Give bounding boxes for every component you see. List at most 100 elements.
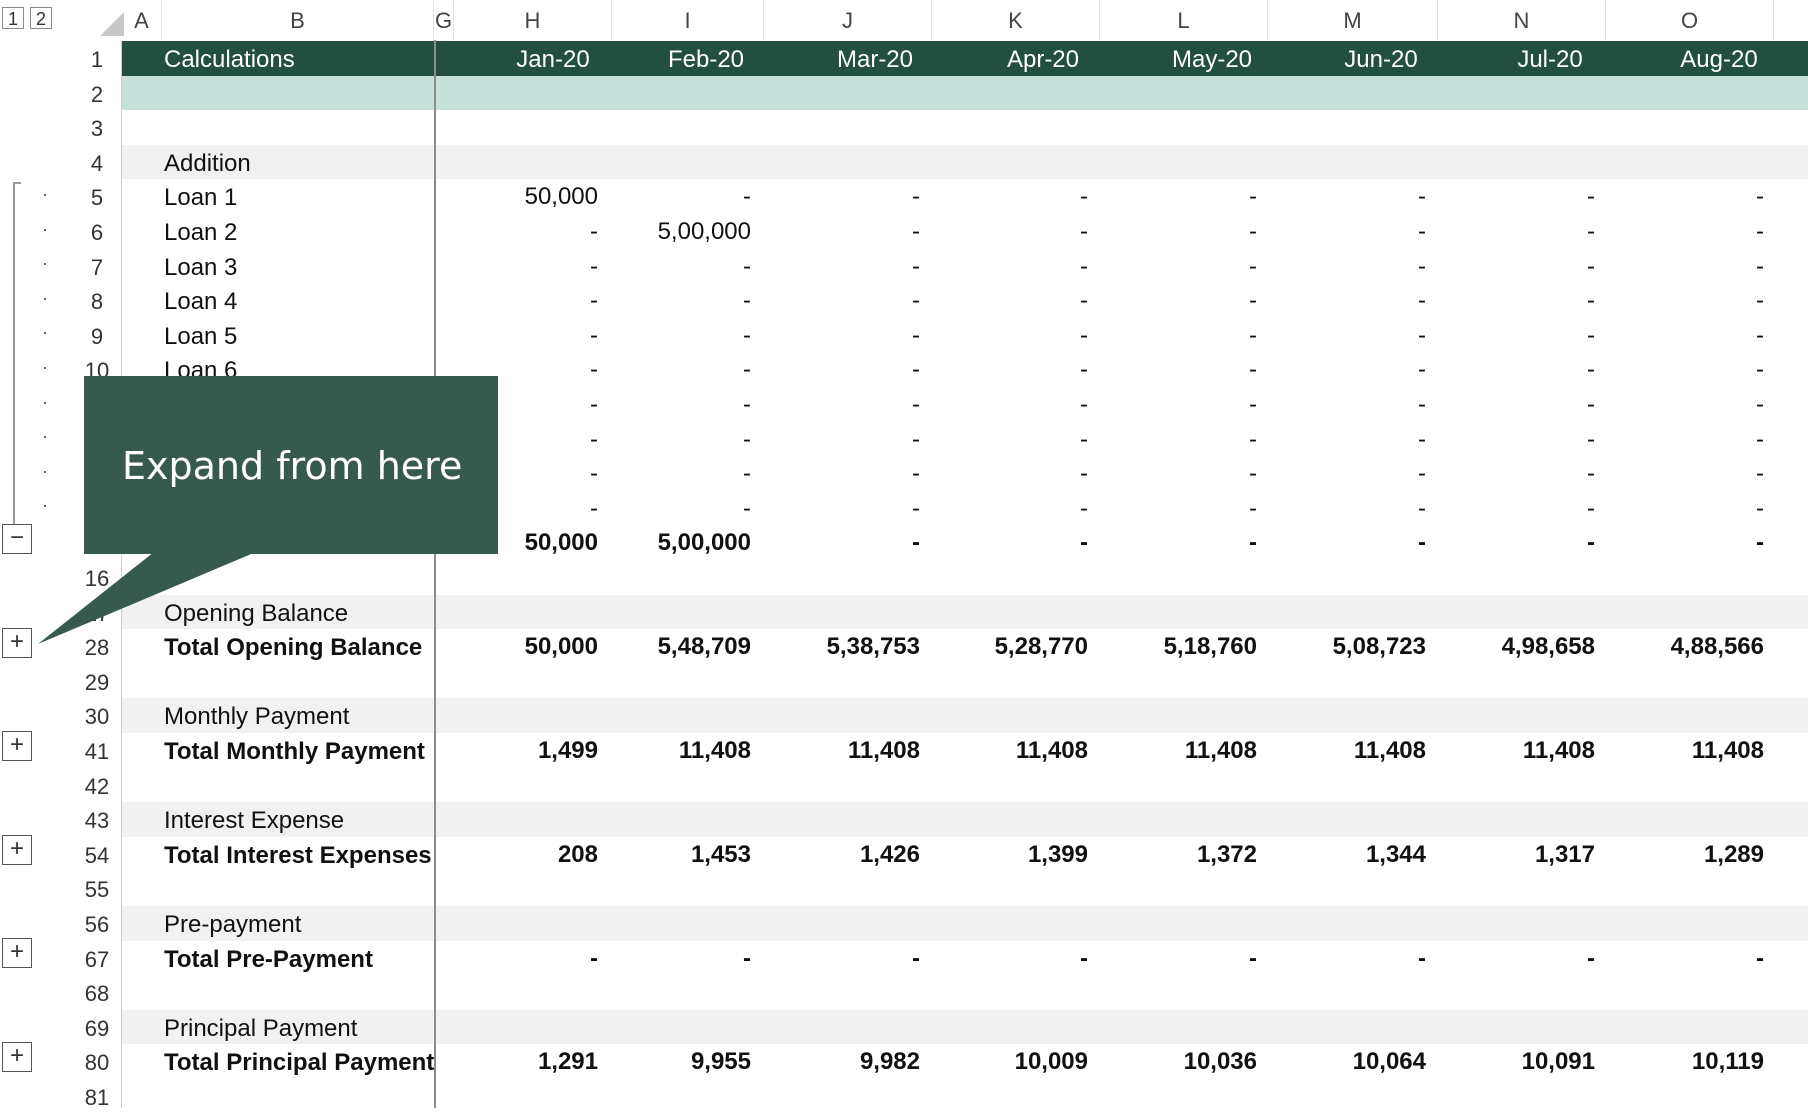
value-cell[interactable]: - (1418, 944, 1426, 972)
value-cell[interactable]: - (912, 218, 920, 245)
row-number[interactable]: 6 (90, 220, 104, 245)
row-number[interactable]: 42 (84, 773, 110, 799)
row-number[interactable]: 7 (90, 254, 104, 280)
value-cell[interactable]: - (1587, 494, 1595, 522)
value-cell[interactable]: - (743, 252, 751, 280)
column-header-n[interactable]: N (1438, 0, 1606, 40)
value-cell[interactable]: - (912, 529, 920, 557)
value-cell[interactable]: - (743, 944, 751, 972)
expand-group-button[interactable]: + (2, 628, 32, 658)
row-number[interactable]: 29 (84, 669, 110, 695)
value-cell[interactable]: 5,00,000 (657, 218, 751, 245)
column-header-l[interactable]: L (1100, 0, 1268, 40)
row-label[interactable]: Principal Payment (164, 1014, 358, 1042)
month-header[interactable]: Mar-20 (836, 46, 914, 73)
row-number[interactable]: 54 (84, 842, 110, 868)
column-header-b[interactable]: B (162, 0, 434, 40)
value-cell[interactable]: - (1756, 183, 1764, 211)
value-cell[interactable]: - (590, 356, 598, 384)
value-cell[interactable]: - (743, 183, 751, 211)
row-number[interactable]: 1 (72, 41, 122, 76)
value-cell[interactable]: - (1249, 321, 1257, 349)
row-number[interactable]: 69 (84, 1015, 110, 1041)
value-cell[interactable]: - (1418, 356, 1426, 384)
row-label[interactable]: Calculations (164, 46, 295, 73)
value-cell[interactable]: 1,289 (1703, 840, 1764, 868)
row-label[interactable]: Total Monthly Payment (164, 738, 425, 765)
column-header-a[interactable]: A (122, 0, 162, 40)
value-cell[interactable]: - (1756, 425, 1764, 453)
value-cell[interactable]: - (912, 391, 920, 418)
value-cell[interactable]: - (912, 460, 920, 488)
value-cell[interactable]: 11,408 (1184, 737, 1257, 764)
value-cell[interactable]: - (590, 218, 598, 245)
value-cell[interactable]: - (1587, 425, 1595, 453)
value-cell[interactable]: - (1587, 183, 1595, 211)
value-cell[interactable]: - (590, 425, 598, 453)
value-cell[interactable]: 208 (557, 840, 598, 868)
value-cell[interactable]: - (590, 944, 598, 972)
value-cell[interactable]: 10,036 (1183, 1048, 1257, 1076)
value-cell[interactable]: - (1587, 287, 1595, 315)
value-cell[interactable]: - (1080, 218, 1088, 245)
value-cell[interactable]: - (743, 494, 751, 522)
value-cell[interactable]: - (1080, 391, 1088, 418)
value-cell[interactable]: - (1418, 218, 1426, 245)
value-cell[interactable]: 5,18,760 (1163, 633, 1257, 661)
row-label[interactable]: Monthly Payment (164, 703, 350, 731)
value-cell[interactable]: - (1756, 944, 1764, 972)
value-cell[interactable]: - (1587, 391, 1595, 418)
value-cell[interactable]: 10,009 (1014, 1048, 1088, 1076)
row-number[interactable]: 68 (84, 981, 110, 1007)
value-cell[interactable]: - (1080, 356, 1088, 384)
value-cell[interactable]: - (912, 183, 920, 211)
value-cell[interactable]: - (1080, 494, 1088, 522)
row-number[interactable]: 16 (84, 566, 110, 591)
value-cell[interactable]: - (1756, 529, 1764, 557)
value-cell[interactable]: 10,119 (1691, 1048, 1764, 1076)
value-cell[interactable]: - (1418, 287, 1426, 315)
month-header[interactable]: May-20 (1171, 46, 1253, 73)
value-cell[interactable]: 50,000 (524, 633, 598, 661)
row-number[interactable]: 56 (84, 912, 110, 937)
month-header[interactable]: Jun-20 (1344, 46, 1418, 73)
row-number[interactable]: 2 (90, 81, 104, 107)
value-cell[interactable]: - (1587, 356, 1595, 384)
value-cell[interactable]: 11,408 (1015, 737, 1088, 764)
value-cell[interactable]: - (1418, 183, 1426, 211)
row-number[interactable]: 5 (90, 185, 104, 211)
value-cell[interactable]: 1,453 (690, 840, 751, 868)
column-header-h[interactable]: H (454, 0, 612, 40)
value-cell[interactable]: - (912, 356, 920, 384)
row-label[interactable]: Opening Balance (164, 599, 349, 627)
expand-group-button[interactable]: + (2, 835, 32, 865)
value-cell[interactable]: - (1249, 460, 1257, 488)
value-cell[interactable]: - (912, 944, 920, 972)
outline-level-2-button[interactable]: 2 (30, 7, 52, 29)
row-label[interactable]: Total Opening Balance (164, 634, 423, 662)
value-cell[interactable]: - (1418, 494, 1426, 522)
row-number[interactable]: 3 (90, 116, 104, 142)
value-cell[interactable]: - (1249, 218, 1257, 245)
expand-group-button[interactable]: + (2, 1042, 32, 1072)
value-cell[interactable]: 9,982 (859, 1048, 920, 1076)
value-cell[interactable]: - (1249, 425, 1257, 453)
value-cell[interactable]: 11,408 (1353, 737, 1426, 764)
value-cell[interactable]: - (590, 391, 598, 418)
row-number[interactable]: 9 (90, 323, 104, 349)
row-label[interactable]: Loan 4 (164, 288, 238, 316)
value-cell[interactable]: 1,344 (1365, 840, 1426, 868)
value-cell[interactable]: - (743, 425, 751, 453)
value-cell[interactable]: - (1418, 391, 1426, 418)
value-cell[interactable]: - (743, 391, 751, 418)
value-cell[interactable]: - (912, 321, 920, 349)
row-label[interactable]: Loan 5 (164, 322, 238, 350)
row-number[interactable]: 8 (90, 289, 104, 315)
value-cell[interactable]: 11,408 (847, 737, 920, 764)
value-cell[interactable]: - (590, 321, 598, 349)
value-cell[interactable]: - (743, 460, 751, 488)
value-cell[interactable]: 10,091 (1521, 1048, 1595, 1076)
value-cell[interactable]: - (1587, 529, 1595, 557)
month-header[interactable]: Jul-20 (1517, 46, 1583, 73)
value-cell[interactable]: - (1080, 944, 1088, 972)
